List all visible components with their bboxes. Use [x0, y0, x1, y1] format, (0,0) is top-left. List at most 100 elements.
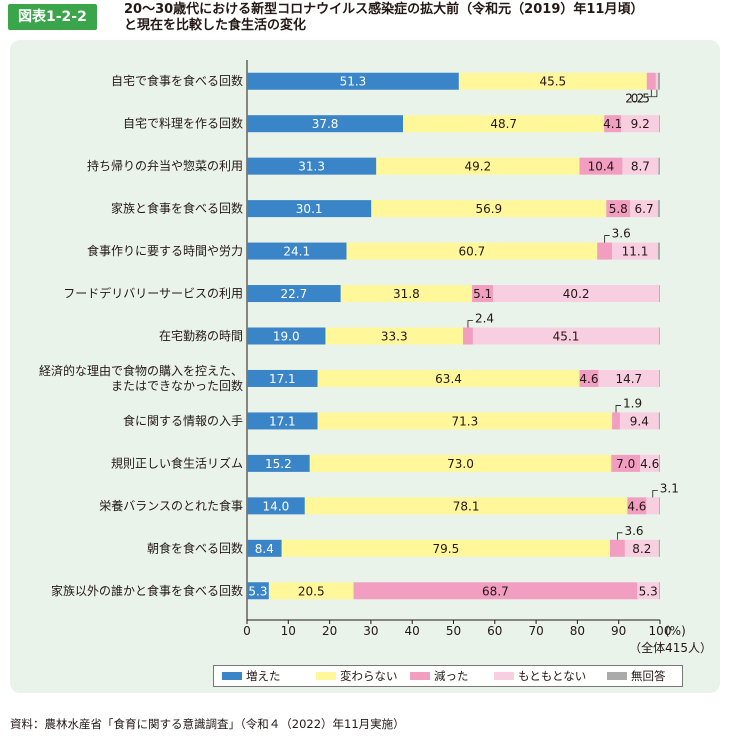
callout-line	[646, 89, 652, 98]
bar-segment	[458, 72, 647, 90]
legend-swatch-decreased	[410, 672, 430, 680]
bar-segment	[606, 200, 631, 218]
data-label: 68.7	[482, 584, 509, 598]
category-label: 食事作りに要する時間や労力	[87, 243, 243, 258]
bar-segment	[659, 285, 660, 303]
bar-segment	[657, 72, 660, 90]
callout-line	[604, 235, 610, 243]
data-label: 73.0	[447, 457, 474, 471]
bar-segment	[657, 200, 660, 218]
x-tick-label: 40	[405, 624, 420, 638]
data-label: 22.7	[281, 287, 308, 301]
bar-segment	[317, 369, 580, 387]
bar-segment	[247, 72, 459, 90]
category-label: 自宅で食事を食べる回数	[111, 73, 243, 88]
bar-segment	[247, 582, 269, 600]
category-label: フードデリバリーサービスの利用	[63, 286, 243, 301]
bar-segment	[247, 497, 305, 515]
bar-segment	[646, 72, 656, 90]
bar-segment	[624, 539, 659, 557]
category-label: 家族以外の誰かと食事を食べる回数	[51, 583, 243, 598]
bar-segment	[597, 242, 613, 260]
bar-segment	[658, 539, 660, 557]
data-label: 0.5	[631, 92, 650, 106]
x-tick-label: 70	[528, 624, 543, 638]
bar-segment	[659, 369, 660, 387]
bar-segment	[247, 369, 318, 387]
data-label: 31.3	[298, 160, 325, 174]
bar-segment	[659, 497, 660, 515]
legend-label-increased: 増えた	[246, 669, 281, 683]
data-label: 40.2	[563, 287, 590, 301]
data-label: 56.9	[475, 202, 502, 216]
data-label: 79.5	[433, 542, 460, 556]
data-label: 45.5	[539, 75, 566, 89]
bar-segment	[637, 582, 660, 600]
data-label: 45.1	[553, 330, 580, 344]
data-label: 5.1	[473, 287, 492, 301]
legend-swatch-originally-none	[494, 672, 514, 680]
x-tick-label: 0	[243, 624, 251, 638]
data-label: 5.3	[248, 584, 267, 598]
data-label: 17.1	[269, 414, 296, 428]
legend-swatch-no-answer	[607, 672, 627, 680]
bar-segment	[627, 497, 647, 515]
legend-label-originally-none: もともとない	[518, 669, 587, 683]
category-label: またはできなかった回数	[111, 378, 243, 393]
bar-segment	[247, 285, 341, 303]
data-label: 4.1	[603, 117, 622, 131]
bar-segment	[630, 200, 658, 218]
category-label: 食に関する情報の入手	[123, 413, 243, 428]
data-label: 5.8	[609, 202, 628, 216]
data-label: 8.7	[631, 160, 650, 174]
data-label: 49.2	[465, 160, 492, 174]
data-label: 11.1	[622, 245, 649, 259]
legend-swatch-unchanged	[316, 672, 336, 680]
data-label: 51.3	[340, 75, 367, 89]
bar-segment	[268, 582, 354, 600]
bar-segment	[611, 454, 641, 472]
category-label: 自宅で料理を作る回数	[123, 116, 243, 131]
bar-segment	[247, 157, 377, 175]
x-tick-label: 60	[487, 624, 502, 638]
data-label: 6.7	[635, 202, 654, 216]
data-label: 63.4	[435, 372, 462, 386]
unit-label: (%)	[665, 624, 686, 638]
data-label: 20.5	[298, 584, 325, 598]
data-label: 60.7	[459, 245, 486, 259]
bar-segment	[610, 539, 625, 557]
data-label: 1.9	[623, 396, 642, 410]
x-tick-label: 50	[446, 624, 461, 638]
data-label: 8.4	[255, 542, 274, 556]
data-label: 14.0	[263, 499, 290, 513]
bar-segment	[604, 115, 622, 133]
callout-line	[615, 405, 622, 413]
data-label: 8.2	[632, 542, 651, 556]
source-note: 資料：農林水産省「食育に関する意識調査」（令和４（2022）年11月実施）	[10, 717, 405, 731]
legend-swatch-increased	[222, 672, 242, 680]
data-label: 4.6	[579, 372, 598, 386]
bar-segment	[658, 157, 660, 175]
category-label: 在宅勤務の時間	[159, 328, 243, 343]
bar-segment	[621, 115, 660, 133]
category-label: 持ち帰りの弁当や惣菜の利用	[87, 158, 243, 173]
bar-segment	[462, 327, 473, 345]
category-label: 家族と食事を食べる回数	[111, 201, 243, 216]
bar-segment	[247, 539, 282, 557]
title-line-2: と現在を比較した食生活の変化	[124, 18, 307, 33]
bar-segment	[403, 115, 605, 133]
bar-segment	[472, 285, 494, 303]
title-line-1: 20～30歳代における新型コロナウイルス感染症の拡大前（令和元（2019）年11…	[124, 2, 644, 17]
bar-segment	[371, 200, 607, 218]
data-label: 14.7	[615, 372, 642, 386]
data-label: 19.0	[273, 330, 300, 344]
data-label: 31.8	[393, 287, 420, 301]
bar-segment	[598, 369, 660, 387]
bar-segment	[247, 242, 347, 260]
legend-label-unchanged: 変わらない	[340, 669, 398, 683]
bar-segment	[247, 412, 318, 430]
data-label: 9.2	[631, 117, 650, 131]
bar-segment	[247, 327, 326, 345]
data-label: 15.2	[265, 457, 292, 471]
data-label: 78.1	[453, 499, 480, 513]
